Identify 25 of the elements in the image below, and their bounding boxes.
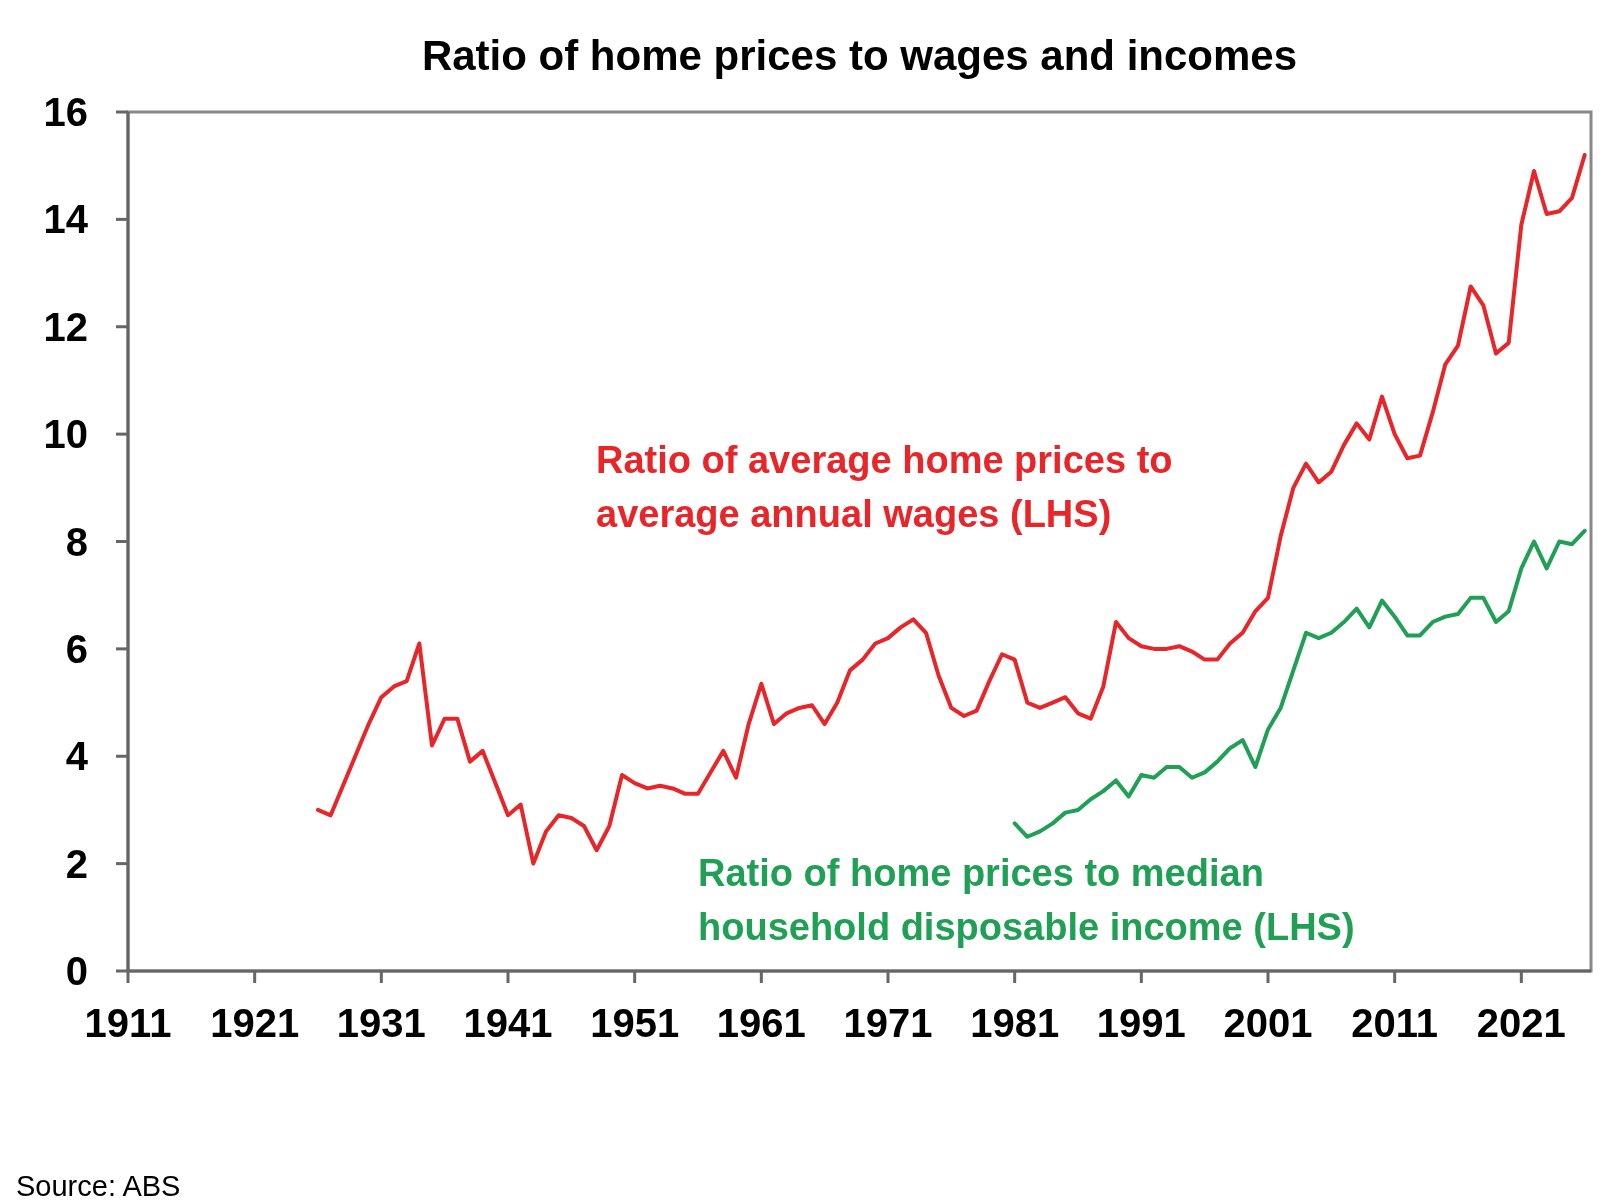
- source-note: Source: ABS: [16, 1170, 181, 1202]
- x-tick-label: 1961: [716, 1001, 806, 1045]
- y-tick-label: 14: [43, 197, 89, 242]
- x-tick-label: 1911: [84, 1001, 172, 1045]
- y-tick-label: 4: [65, 734, 89, 779]
- text: Ratio of average home prices to average annual wages (LHS): [596, 439, 1173, 535]
- x-tick-label: 2001: [1223, 1001, 1313, 1045]
- x-tick-label: 1941: [463, 1001, 553, 1045]
- x-tick-label: 1931: [336, 1001, 426, 1045]
- y-tick-label: 10: [43, 412, 88, 457]
- x-tick-label: 1971: [843, 1001, 933, 1045]
- y-tick-label: 12: [43, 304, 88, 349]
- x-tick-label: 2021: [1476, 1001, 1566, 1045]
- y-tick-label: 6: [65, 626, 88, 671]
- y-tick-label: 0: [65, 949, 88, 993]
- y-tick-label: 8: [65, 519, 88, 564]
- x-tick-label: 1921: [210, 1001, 300, 1045]
- y-tick-label: 16: [43, 90, 88, 134]
- x-tick-label: 1951: [590, 1001, 680, 1045]
- x-tick-label: 1991: [1096, 1001, 1186, 1045]
- series-label: Ratio of home prices to median household disposable income (LHS): [698, 852, 1355, 948]
- y-tick-label: 2: [65, 841, 88, 886]
- x-tick-label: 2011: [1351, 1001, 1439, 1045]
- chart-title: Ratio of home prices to wages and incomes: [421, 32, 1298, 79]
- x-tick-label: 1981: [970, 1001, 1060, 1045]
